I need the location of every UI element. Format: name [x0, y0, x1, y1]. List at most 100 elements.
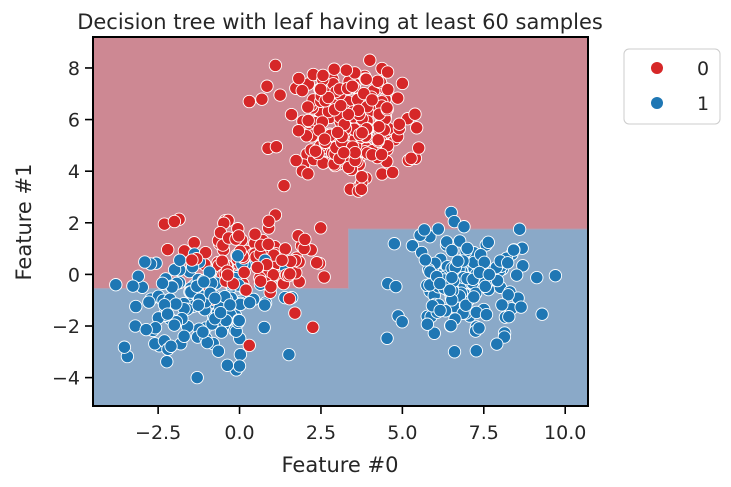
- scatter-point-class-1: [160, 307, 175, 321]
- scatter-point-class-1: [257, 320, 271, 335]
- scatter-point-class-0: [284, 107, 299, 122]
- scatter-point-class-0: [408, 107, 422, 121]
- scatter-point-class-0: [392, 117, 406, 131]
- scatter-point-class-1: [387, 237, 401, 251]
- scatter-point-class-0: [242, 94, 256, 109]
- scatter-point-class-1: [173, 253, 187, 267]
- scatter-point-class-0: [381, 82, 395, 97]
- scatter-point-class-0: [310, 256, 324, 270]
- scatter-point-class-1: [443, 283, 457, 297]
- scatter-point-class-0: [289, 153, 303, 168]
- scatter-point-class-1: [232, 359, 247, 373]
- scatter-point-class-1: [512, 222, 527, 236]
- scatter-point-class-1: [129, 299, 143, 314]
- scatter-point-class-1: [190, 370, 204, 385]
- scatter-point-class-0: [292, 71, 306, 86]
- scatter-point-class-1: [530, 270, 544, 285]
- scatter-point-class-0: [337, 146, 351, 160]
- scatter-point-class-1: [548, 269, 563, 283]
- scatter-point-class-1: [160, 355, 174, 369]
- scatter-point-class-1: [490, 337, 504, 351]
- y-tick-label: −4: [52, 368, 80, 390]
- scatter-point-class-0: [295, 83, 309, 98]
- scatter-point-class-1: [231, 249, 245, 263]
- scatter-point-class-0: [301, 167, 315, 181]
- legend-marker-1: [651, 97, 663, 109]
- scatter-point-class-1: [495, 298, 509, 312]
- x-axis: −2.5 0.0 2.5 5.0 7.5 10.0: [135, 406, 586, 444]
- scatter-point-class-1: [233, 347, 248, 362]
- scatter-point-class-1: [478, 279, 492, 294]
- scatter-point-class-1: [469, 344, 483, 358]
- scatter-point-class-1: [139, 322, 153, 337]
- scatter-point-class-1: [232, 313, 246, 328]
- scatter-point-class-1: [258, 298, 272, 312]
- scatter-point-class-0: [298, 232, 312, 247]
- scatter-point-class-1: [433, 276, 447, 291]
- scatter-point-class-0: [372, 120, 386, 134]
- scatter-points: [109, 53, 563, 385]
- scatter-point-class-0: [253, 274, 268, 288]
- scatter-point-class-0: [275, 253, 289, 267]
- scatter-point-class-1: [460, 241, 474, 256]
- x-tick-label: 0.0: [224, 422, 254, 444]
- scatter-point-class-1: [457, 220, 471, 234]
- scatter-point-class-0: [354, 182, 369, 196]
- scatter-point-class-0: [221, 268, 235, 282]
- scatter-point-class-1: [427, 326, 441, 340]
- scatter-point-class-0: [327, 62, 341, 76]
- scatter-point-class-0: [264, 280, 278, 294]
- scatter-point-class-0: [161, 242, 175, 257]
- scatter-point-class-1: [459, 298, 473, 312]
- scatter-point-class-0: [334, 98, 348, 113]
- plot-area: [92, 36, 589, 407]
- scatter-point-class-0: [359, 72, 373, 86]
- scatter-point-class-0: [391, 91, 405, 105]
- scatter-point-class-0: [261, 237, 275, 251]
- scatter-point-class-0: [363, 53, 377, 67]
- y-tick-label: 6: [68, 110, 80, 132]
- scatter-point-class-0: [239, 283, 253, 297]
- scatter-point-class-0: [237, 265, 251, 280]
- scatter-point-class-0: [321, 90, 335, 105]
- x-tick-label: 2.5: [306, 422, 336, 444]
- scatter-point-class-1: [211, 344, 226, 358]
- scatter-point-class-0: [317, 270, 331, 284]
- scatter-point-class-1: [138, 255, 152, 269]
- scatter-point-class-1: [506, 243, 521, 257]
- legend-label-0: 0: [697, 58, 709, 80]
- scatter-point-class-0: [301, 100, 315, 114]
- scatter-point-class-0: [187, 236, 201, 250]
- scatter-point-class-1: [444, 318, 458, 333]
- scatter-point-class-0: [345, 79, 359, 93]
- scatter-point-class-0: [185, 253, 199, 267]
- scatter-point-class-0: [301, 113, 315, 128]
- scatter-point-class-0: [355, 126, 369, 140]
- scatter-point-class-0: [255, 92, 269, 106]
- scatter-point-class-0: [380, 101, 394, 115]
- scatter-point-class-1: [405, 239, 420, 253]
- legend-label-1: 1: [697, 93, 709, 115]
- scatter-point-class-0: [317, 132, 332, 146]
- scatter-point-class-0: [306, 320, 320, 334]
- y-axis-label: Feature #1: [12, 164, 36, 281]
- scatter-point-class-1: [155, 276, 170, 290]
- scatter-point-class-0: [268, 58, 283, 73]
- scatter-point-class-1: [177, 329, 191, 343]
- scatter-point-class-0: [277, 178, 291, 193]
- scatter-point-class-0: [278, 242, 292, 256]
- scatter-point-class-1: [445, 270, 459, 285]
- scatter-point-class-0: [291, 124, 306, 138]
- scatter-point-class-0: [365, 93, 379, 107]
- y-tick-label: −2: [52, 316, 80, 338]
- scatter-point-class-0: [269, 140, 284, 154]
- y-tick-label: 4: [68, 161, 80, 183]
- scatter-point-class-0: [385, 165, 400, 180]
- scatter-point-class-0: [380, 65, 395, 79]
- scatter-point-class-1: [167, 318, 181, 332]
- scatter-point-class-0: [260, 79, 274, 93]
- scatter-point-class-0: [262, 214, 276, 228]
- scatter-point-class-1: [514, 300, 528, 314]
- scatter-point-class-0: [242, 338, 256, 353]
- scatter-point-class-1: [501, 288, 515, 302]
